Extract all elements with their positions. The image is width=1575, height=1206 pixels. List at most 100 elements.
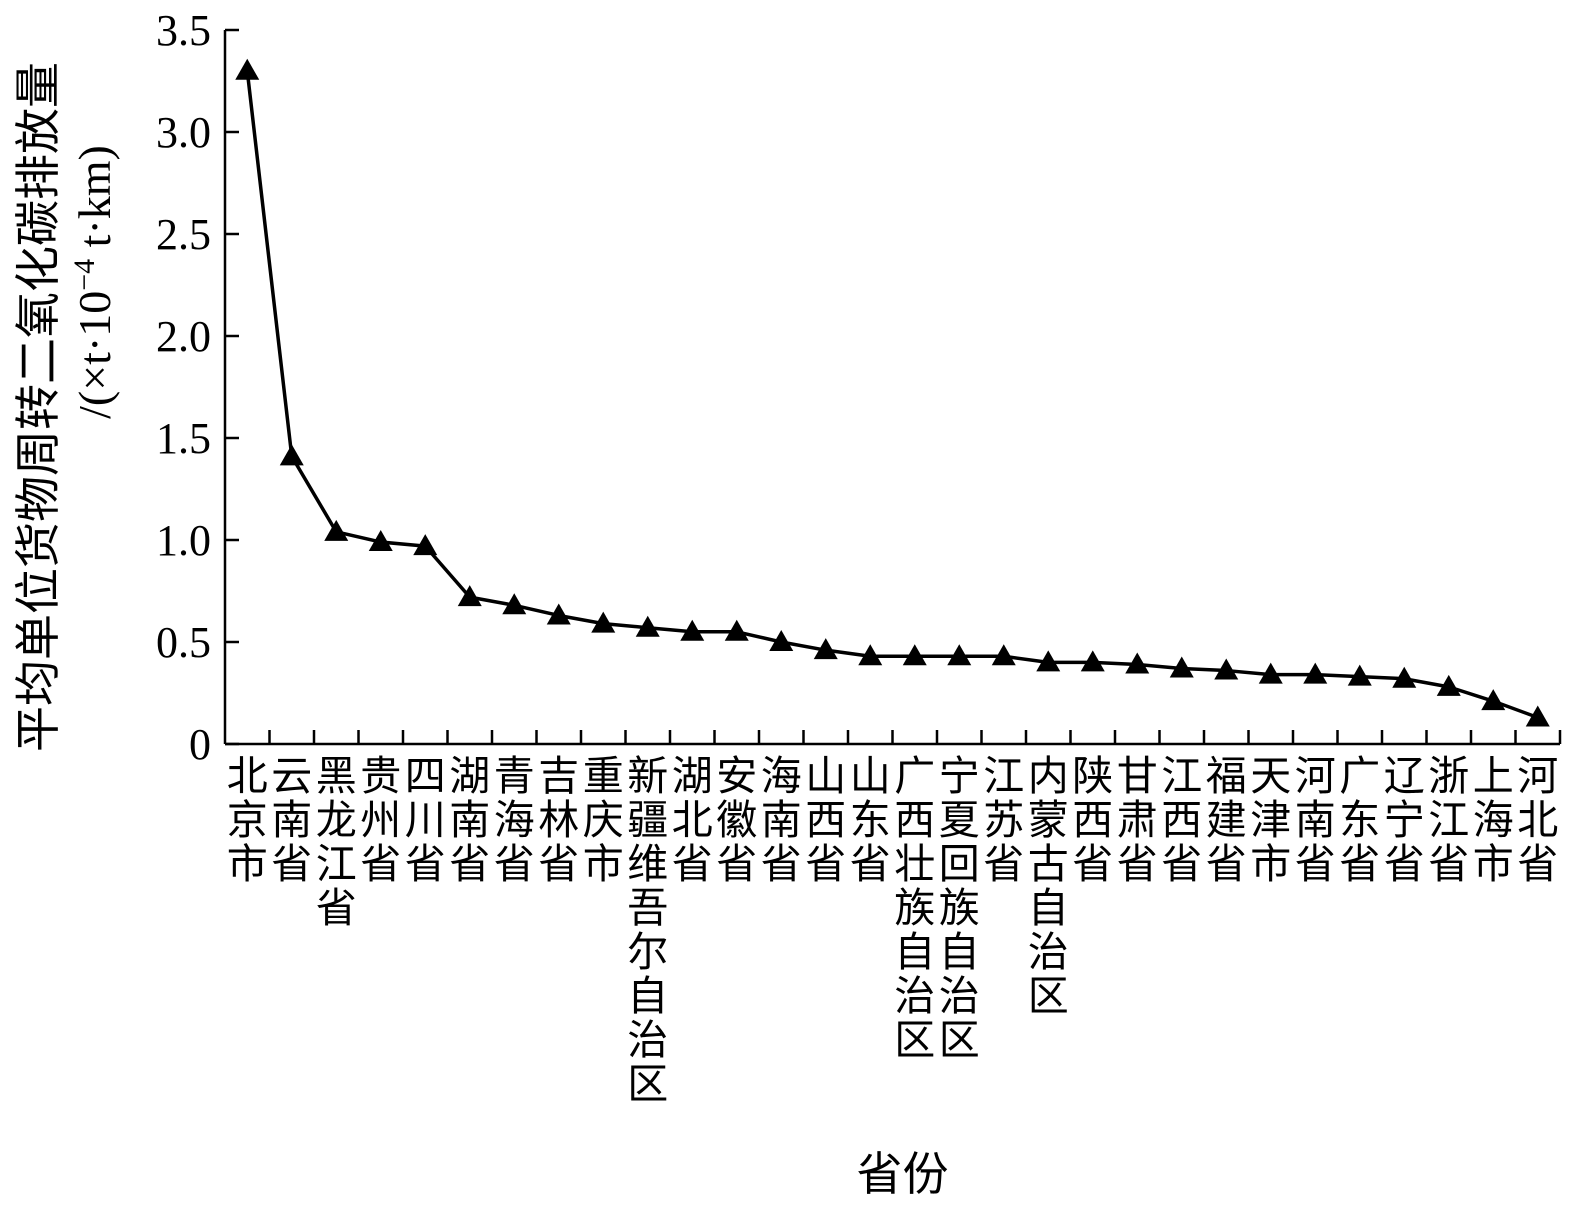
y-tick-label: 3.0 — [156, 108, 211, 157]
y-tick-label: 3.5 — [156, 6, 211, 55]
x-tick-label-char: 省 — [538, 841, 579, 887]
data-point-marker — [591, 611, 616, 633]
x-tick-label-char: 区 — [939, 1017, 980, 1063]
y-tick-label: 1.5 — [156, 414, 211, 463]
x-tick-label: 福建省 — [1206, 753, 1247, 887]
data-point-marker — [1214, 658, 1239, 680]
x-ticks — [268, 730, 1562, 744]
series-line — [245, 70, 1539, 720]
x-tick-label-char: 市 — [1473, 841, 1514, 887]
x-tick-label-char: 庆 — [583, 797, 624, 843]
x-tick-label-char: 省 — [449, 841, 490, 887]
x-tick-label: 贵州省 — [360, 753, 401, 887]
data-point-marker — [1169, 656, 1194, 678]
data-point-marker — [813, 638, 838, 660]
x-tick-label-char: 吾 — [627, 885, 668, 931]
x-tick-label-char: 苏 — [983, 797, 1024, 843]
y-tick-label: 2.5 — [156, 210, 211, 259]
x-tick-label-char: 宁 — [1384, 797, 1425, 843]
x-tick-label-char: 族 — [894, 885, 935, 931]
data-point-marker — [724, 619, 749, 641]
x-tick-label-char: 省 — [1161, 841, 1202, 887]
x-tick-label-char: 江 — [983, 753, 1024, 799]
axes — [223, 30, 1560, 746]
x-tick-label-char: 江 — [1428, 797, 1469, 843]
x-tick-label-char: 山 — [850, 753, 891, 799]
data-point-marker — [1525, 705, 1550, 727]
x-tick-label-char: 省 — [360, 841, 401, 887]
data-point-marker — [235, 58, 260, 80]
series — [245, 70, 1539, 720]
x-tick-label-char: 津 — [1250, 797, 1291, 843]
x-tick-label-char: 省 — [850, 841, 891, 887]
x-tick-label-char: 东 — [850, 797, 891, 843]
x-tick-label-char: 省 — [271, 841, 312, 887]
x-tick-label-char: 北 — [227, 753, 268, 799]
x-tick-label-char: 市 — [227, 841, 268, 887]
x-tick-label-char: 疆 — [627, 797, 668, 843]
x-tick-label-char: 广 — [1339, 753, 1380, 799]
x-tick-label-char: 贵 — [360, 753, 401, 799]
markers — [235, 58, 1550, 727]
data-point-marker — [502, 593, 527, 615]
x-tick-label-char: 省 — [1339, 841, 1380, 887]
x-tick-label: 天津市 — [1250, 753, 1291, 887]
x-tick-label: 上海市 — [1473, 753, 1514, 887]
x-tick-label-char: 安 — [716, 753, 757, 799]
x-tick-label: 广东省 — [1339, 753, 1380, 887]
x-tick-label: 浙江省 — [1428, 753, 1469, 887]
x-tick-label-char: 省 — [405, 841, 446, 887]
x-tick-label-char: 西 — [1161, 797, 1202, 843]
x-tick-label-char: 治 — [1028, 929, 1069, 975]
x-tick-label: 海南省 — [761, 753, 802, 887]
data-point-marker — [1436, 674, 1461, 696]
category-labels: 北京市云南省黑龙江省贵州省四川省湖南省青海省吉林省重庆市新疆维吾尔自治区湖北省安… — [227, 753, 1559, 1107]
x-tick-label-char: 东 — [1339, 797, 1380, 843]
x-tick-label-char: 北 — [1517, 797, 1558, 843]
x-tick-label: 河北省 — [1517, 753, 1558, 887]
x-tick-label-char: 上 — [1473, 753, 1514, 799]
x-tick-label-char: 自 — [939, 929, 980, 975]
data-point-marker — [858, 644, 883, 666]
x-tick-label-char: 族 — [939, 885, 980, 931]
x-tick-label-char: 辽 — [1384, 753, 1425, 799]
x-tick-label-char: 省 — [716, 841, 757, 887]
x-tick-label-char: 天 — [1250, 753, 1291, 799]
x-tick-label: 辽宁省 — [1384, 753, 1425, 887]
x-tick-label-char: 宁 — [939, 753, 980, 799]
x-tick-label-char: 林 — [538, 797, 579, 843]
x-tick-label-char: 省 — [1384, 841, 1425, 887]
x-tick-label: 云南省 — [271, 753, 312, 887]
data-point-marker — [324, 519, 349, 541]
x-tick-label: 安徽省 — [716, 753, 757, 887]
x-tick-label: 陕西省 — [1072, 753, 1113, 887]
x-tick-label-char: 湖 — [672, 753, 713, 799]
x-tick-label-char: 治 — [627, 1017, 668, 1063]
x-tick-label-char: 新 — [627, 753, 668, 799]
y-tick-label: 0 — [189, 720, 211, 769]
x-tick-label-char: 市 — [583, 841, 624, 887]
x-tick-label-char: 西 — [805, 797, 846, 843]
x-tick-label-char: 省 — [1206, 841, 1247, 887]
x-tick-label-char: 福 — [1206, 753, 1247, 799]
x-tick-label: 青海省 — [494, 753, 535, 887]
x-tick-label-char: 市 — [1250, 841, 1291, 887]
data-point-marker — [413, 534, 438, 556]
x-tick-label-char: 建 — [1206, 797, 1247, 843]
x-tick-label-char: 南 — [1295, 797, 1336, 843]
y-axis-unit-exponent: −4 — [68, 259, 101, 291]
x-tick-label-char: 省 — [1517, 841, 1558, 887]
x-tick-label-char: 广 — [894, 753, 935, 799]
x-tick-label-char: 省 — [805, 841, 846, 887]
x-tick-label-char: 江 — [1161, 753, 1202, 799]
x-tick-label-char: 蒙 — [1028, 797, 1069, 843]
x-tick-label-char: 自 — [1028, 885, 1069, 931]
x-tick-label-char: 区 — [1028, 973, 1069, 1019]
y-axis-unit-main: /(×t·10 — [69, 291, 120, 419]
x-tick-label-char: 吉 — [538, 753, 579, 799]
x-tick-label-char: 南 — [271, 797, 312, 843]
data-point-marker — [1303, 662, 1328, 684]
